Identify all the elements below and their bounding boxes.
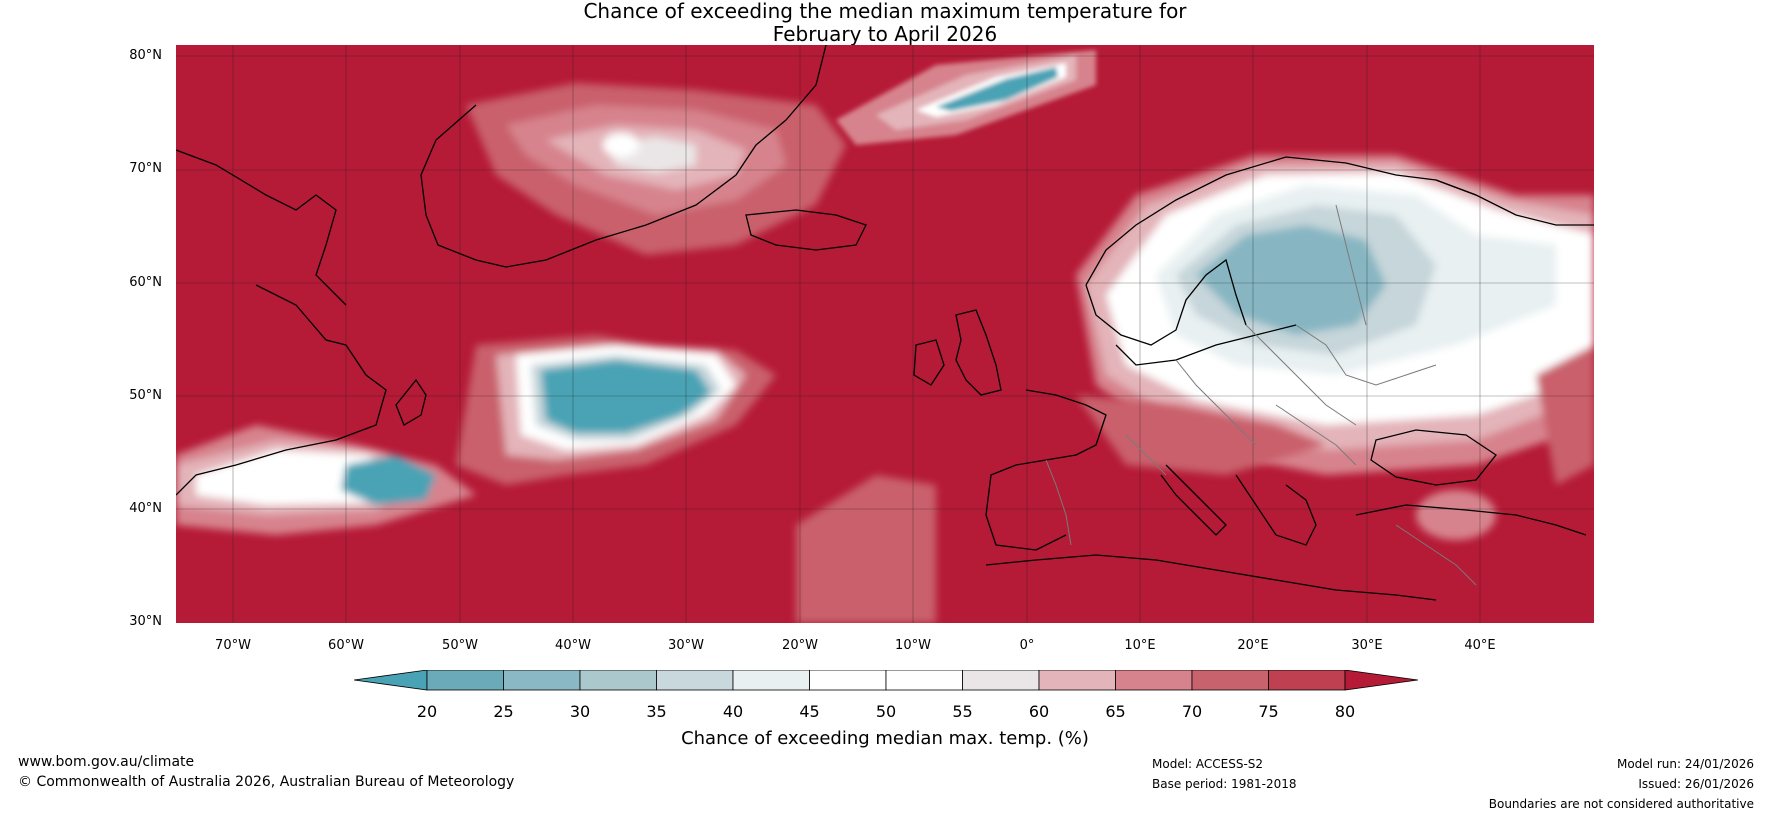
lon-label-30w: 30°W	[668, 638, 704, 653]
west-atlantic-anomaly	[176, 425, 476, 535]
lon-label-20e: 20°E	[1237, 638, 1269, 653]
map-gridlines	[176, 45, 1594, 623]
colorbar-segment	[962, 670, 1040, 691]
footer-base-period: Base period: 1981-2018	[1152, 777, 1297, 791]
footer-model-run: Model run: 24/01/2026	[1616, 757, 1754, 771]
lon-label-10e: 10°E	[1124, 638, 1156, 653]
lat-label-80n: 80°N	[129, 48, 162, 63]
footer-boundaries: Boundaries are not considered authoritat…	[1488, 797, 1754, 811]
colorbar-tick-label: 30	[569, 702, 591, 721]
colorbar-tick-label: 20	[416, 702, 438, 721]
colorbar-segment	[426, 670, 504, 691]
colorbar-tick-label: 45	[799, 702, 820, 721]
colorbar-segment	[656, 670, 734, 691]
colorbar-tick-label: 50	[875, 702, 897, 721]
colorbar-tick-label: 70	[1181, 702, 1203, 721]
colorbar-extend-low	[354, 670, 428, 691]
footer-copyright: © Commonwealth of Australia 2026, Austra…	[18, 774, 515, 790]
title-line-2: February to April 2026	[772, 22, 998, 46]
colorbar-tick-label: 75	[1258, 702, 1279, 721]
greenland-anomaly	[466, 83, 846, 255]
colorbar-extend-high	[1344, 670, 1418, 691]
lon-label-40w: 40°W	[555, 638, 591, 653]
footer-website: www.bom.gov.au/climate	[18, 754, 195, 770]
colorbar-segments	[354, 670, 1418, 691]
footer-model: Model: ACCESS-S2	[1152, 757, 1264, 771]
lon-label-30e: 30°E	[1351, 638, 1383, 653]
colorbar-tick-label: 60	[1028, 702, 1050, 721]
lon-label-0: 0°	[1019, 638, 1035, 653]
footer-issued: Issued: 26/01/2026	[1638, 777, 1754, 791]
lat-label-50n: 50°N	[129, 388, 162, 403]
colorbar-tick-label: 55	[952, 702, 973, 721]
lon-label-60w: 60°W	[328, 638, 364, 653]
lon-label-50w: 50°W	[442, 638, 478, 653]
map-title: Chance of exceeding the median maximum t…	[0, 0, 1770, 46]
colorbar-segment	[732, 670, 810, 691]
country-borders	[1045, 204, 1477, 586]
mediterranean-anomaly	[796, 395, 1496, 623]
colorbar-segment	[1268, 670, 1346, 691]
colorbar-segment	[809, 670, 887, 691]
lon-label-10w: 10°W	[895, 638, 931, 653]
colorbar-tick-label: 35	[646, 702, 667, 721]
colorbar-segment	[1115, 670, 1193, 691]
coastlines	[176, 45, 1594, 601]
svalbard-anomaly	[836, 50, 1096, 145]
lat-label-30n: 30°N	[129, 614, 162, 629]
colorbar-segment	[1038, 670, 1116, 691]
map-canvas	[176, 45, 1594, 623]
colorbar-label: Chance of exceeding median max. temp. (%…	[681, 728, 1089, 749]
lat-label-70n: 70°N	[129, 161, 162, 176]
forecast-map	[176, 45, 1594, 623]
atlantic-anomaly	[456, 335, 776, 485]
lat-label-60n: 60°N	[129, 275, 162, 290]
title-line-1: Chance of exceeding the median maximum t…	[583, 0, 1187, 23]
colorbar-segment	[885, 670, 963, 691]
colorbar-segment	[503, 670, 581, 691]
colorbar	[354, 670, 1418, 691]
colorbar-segment	[579, 670, 657, 691]
lon-label-70w: 70°W	[215, 638, 251, 653]
lon-label-40e: 40°E	[1464, 638, 1496, 653]
colorbar-tick-label: 25	[493, 702, 514, 721]
lon-label-20w: 20°W	[782, 638, 818, 653]
lat-label-40n: 40°N	[129, 501, 162, 516]
colorbar-tick-label: 80	[1334, 702, 1356, 721]
colorbar-segment	[1191, 670, 1269, 691]
colorbar-tick-label: 65	[1105, 702, 1126, 721]
colorbar-tick-label: 40	[722, 702, 744, 721]
